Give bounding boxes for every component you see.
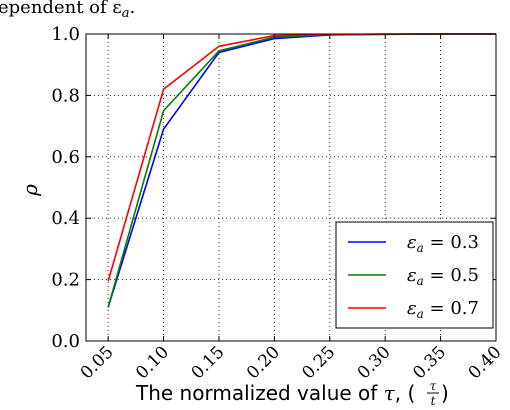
x-axis-label-close: )	[441, 381, 449, 405]
x-tick-label: 0.35	[409, 342, 450, 383]
y-tick-label: 0.0	[51, 331, 80, 352]
x-axis-label-frac-den: t	[431, 394, 436, 408]
x-axis-ticks: 0.05 0.10 0.15 0.20 0.25 0.30 0.35 0.40	[77, 34, 506, 383]
y-tick-label: 0.2	[51, 270, 80, 291]
caption-fragment-end: .	[129, 0, 135, 18]
legend-label-1: εa = 0.3	[407, 232, 479, 255]
y-tick-label: 0.4	[51, 208, 80, 229]
y-axis-label: ρ	[18, 184, 42, 197]
x-tick-label: 0.10	[132, 342, 173, 383]
x-tick-label: 0.05	[77, 342, 118, 383]
plot-area-frame	[85, 33, 497, 342]
x-tick-label: 0.25	[298, 342, 339, 383]
legend-label-2: εa = 0.5	[407, 265, 479, 288]
caption-fragment: ependent of εa.	[0, 0, 135, 21]
caption-fragment-main: ependent of ε	[0, 0, 122, 18]
x-axis-label: The normalized value of τ, ( τ t )	[135, 379, 449, 408]
y-tick-label: 0.6	[51, 147, 80, 168]
x-axis-label-paren: , (	[395, 381, 416, 405]
x-tick-label: 0.20	[243, 342, 284, 383]
y-tick-label: 0.8	[51, 85, 80, 106]
x-tick-label: 0.40	[465, 342, 506, 383]
caption-fragment-sub: a	[122, 6, 130, 21]
x-axis-label-frac-num: τ	[430, 379, 437, 393]
svg-text:The normalized value of τ, (: The normalized value of τ, (	[135, 381, 415, 405]
y-axis-ticks: 0.0 0.2 0.4 0.6 0.8 1.0	[51, 24, 496, 352]
x-axis-label-tau: τ	[384, 381, 396, 405]
x-tick-label: 0.30	[354, 342, 395, 383]
x-axis-label-main: The normalized value of	[135, 381, 384, 405]
x-tick-label: 0.15	[188, 342, 229, 383]
y-tick-label: 1.0	[51, 24, 80, 45]
legend: εa = 0.3 εa = 0.5 εa = 0.7	[335, 221, 494, 329]
legend-label-3: εa = 0.7	[407, 298, 479, 321]
